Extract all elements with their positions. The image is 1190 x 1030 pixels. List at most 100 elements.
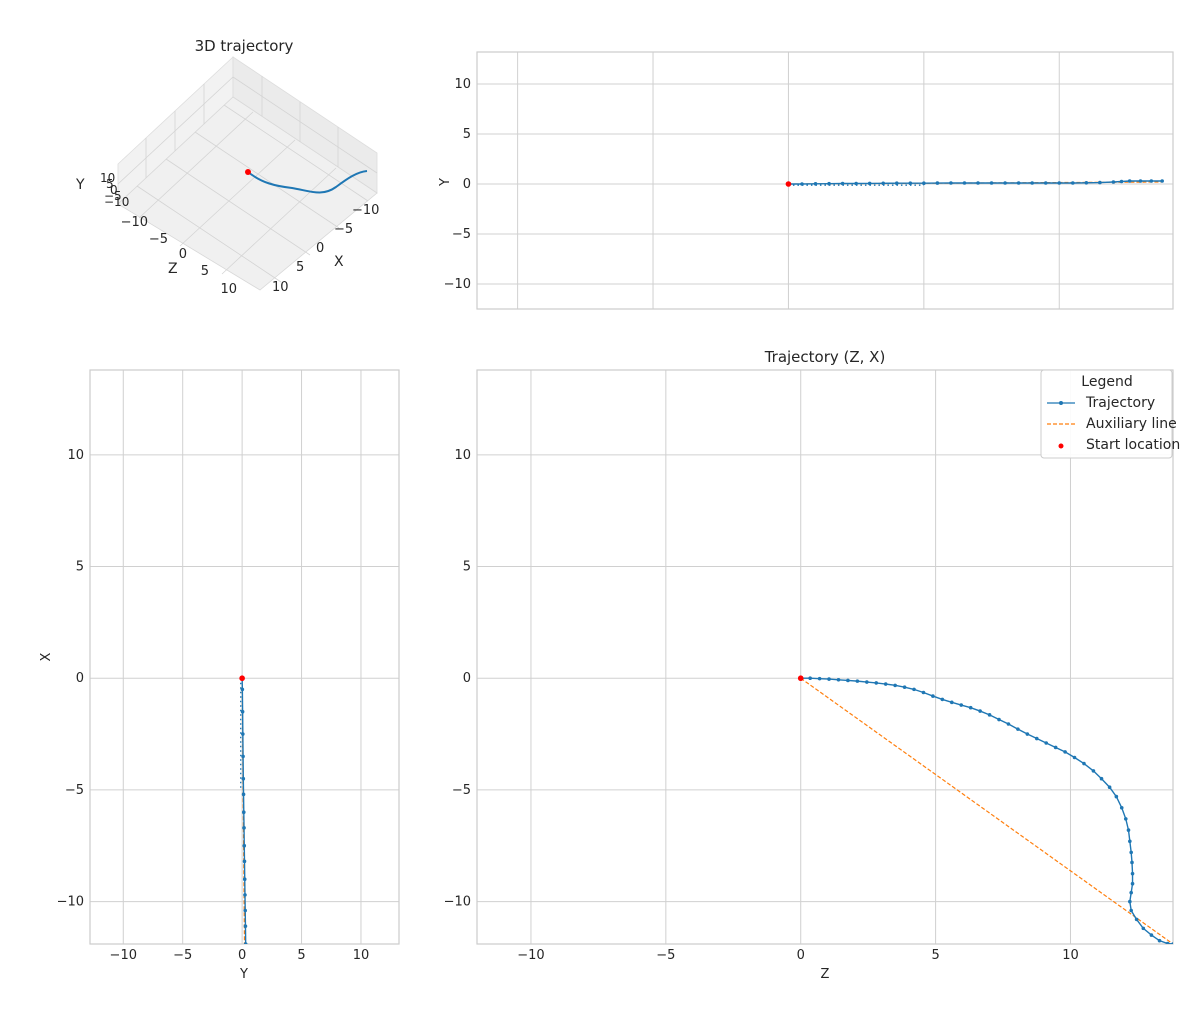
trajectory-point	[976, 181, 980, 185]
trajectory-point	[817, 676, 822, 681]
trajectory-point	[1127, 179, 1132, 183]
trajectory-point	[874, 681, 879, 685]
trajectory-point	[1091, 769, 1096, 773]
trajectory-point	[978, 709, 982, 713]
y-tick-label: 0	[463, 671, 471, 686]
y-tick-label: −10	[444, 277, 471, 292]
trajectory-point	[813, 182, 818, 186]
legend-entry-trajectory: Trajectory	[1085, 395, 1155, 411]
trajectory-point	[997, 717, 1001, 722]
trajectory-point	[1016, 181, 1021, 185]
trajectory-point	[854, 181, 858, 186]
trajectory-point	[1119, 179, 1124, 184]
trajectory-point	[1016, 727, 1020, 731]
3d-floor-grid	[136, 104, 369, 283]
trajectory-point	[827, 181, 831, 186]
trajectory-point	[1082, 761, 1086, 766]
trajectory-point	[1099, 776, 1104, 781]
trajectory-point	[1126, 828, 1131, 832]
trajectory-line	[800, 677, 1173, 944]
trajectory-point	[800, 182, 804, 186]
3d-x-tick: 0	[316, 241, 324, 256]
panel-3d-title: 3D trajectory	[195, 37, 294, 55]
y-tick-label: 10	[454, 77, 471, 92]
3d-y-ticks: 10 5 0 −5 −10	[100, 171, 129, 209]
trajectory-point	[881, 181, 886, 186]
trajectory-point	[243, 908, 248, 913]
x-tick-label: 10	[353, 948, 370, 963]
trajectory-point	[242, 859, 247, 864]
x-tick-label: 10	[1062, 948, 1079, 963]
3d-z-tick: −5	[149, 232, 168, 247]
trajectory-point	[242, 826, 246, 830]
x-tick-label: −10	[517, 948, 544, 963]
3d-z-axis-label: Z	[168, 261, 178, 277]
plot-area	[785, 179, 1164, 187]
plot-area	[797, 675, 1173, 944]
trajectory-point	[1114, 794, 1119, 799]
trajectory-point	[855, 679, 860, 683]
3d-y-tick: 5	[106, 177, 114, 191]
trajectory-point	[1057, 181, 1062, 185]
trajectory-point	[893, 683, 897, 688]
trajectory-point	[241, 792, 246, 797]
y-tick-label: 5	[463, 560, 471, 575]
trajectory-point	[1138, 179, 1143, 183]
trajectory-point	[1006, 722, 1011, 726]
panel-3d: 3D trajectory	[75, 37, 379, 297]
x-tick-label: 5	[931, 948, 939, 963]
y-tick-label: 0	[76, 671, 84, 686]
3d-y-axis-label: Y	[75, 177, 85, 193]
trajectory-point	[949, 181, 953, 185]
trajectory-point	[1141, 926, 1146, 931]
trajectory-point	[867, 181, 872, 186]
3d-y-tick: −5	[104, 189, 122, 203]
trajectory-point	[902, 685, 907, 689]
trajectory-point	[243, 893, 247, 897]
trajectory-point	[240, 709, 245, 714]
trajectory-point	[1129, 908, 1133, 913]
3d-x-tick: 5	[296, 260, 304, 275]
trajectory-point	[1157, 938, 1162, 943]
trajectory-point	[836, 677, 841, 682]
panel-yx-xlabel: Y	[239, 967, 248, 982]
trajectory-point	[1149, 933, 1154, 937]
start-location-point	[797, 675, 804, 682]
3d-floor-pane	[117, 96, 378, 291]
trajectory-point	[1160, 179, 1164, 183]
x-tick-label: −10	[110, 948, 137, 963]
trajectory-point	[1165, 941, 1170, 944]
3d-x-tick: 10	[272, 280, 289, 295]
trajectory-point	[827, 677, 831, 681]
trajectory-point	[1171, 942, 1173, 944]
x-tick-label: 0	[797, 948, 805, 963]
x-tick-label: −5	[656, 948, 675, 963]
auxiliary-line	[800, 677, 1173, 944]
trajectory-point	[883, 682, 888, 686]
start-location-point	[785, 181, 792, 187]
trajectory-point	[846, 678, 850, 683]
x-tick-label: −5	[173, 948, 192, 963]
trajectory-point	[1072, 755, 1077, 760]
trajectory-point	[922, 181, 926, 185]
panel-zx: −10 −5 0 5 10 −10 −5 0 5 10	[444, 369, 1174, 963]
trajectory-point	[894, 181, 899, 185]
trajectory-point	[243, 924, 248, 928]
trajectory-point	[840, 181, 845, 186]
legend-trajectory-marker	[1059, 401, 1063, 405]
trajectory-point	[1030, 181, 1034, 185]
trajectory-point	[1053, 745, 1058, 750]
trajectory-point	[908, 181, 913, 185]
panel-zx-xlabel: Z	[821, 967, 830, 982]
3d-x-tick: −5	[334, 222, 353, 237]
trajectory-point	[1043, 181, 1048, 185]
y-tick-label: −5	[452, 783, 471, 798]
trajectory-point	[1084, 181, 1089, 185]
plot-area	[239, 675, 248, 944]
trajectory-point	[1034, 736, 1039, 741]
panel-yx: −10 −5 0 5 10 −10 −5 0 5 10	[57, 369, 400, 963]
axes-frame	[476, 51, 1174, 310]
start-location-point	[239, 675, 245, 682]
3d-x-ticks: 10 5 0 −5 −10	[272, 203, 379, 295]
trajectory-point	[1149, 179, 1154, 183]
